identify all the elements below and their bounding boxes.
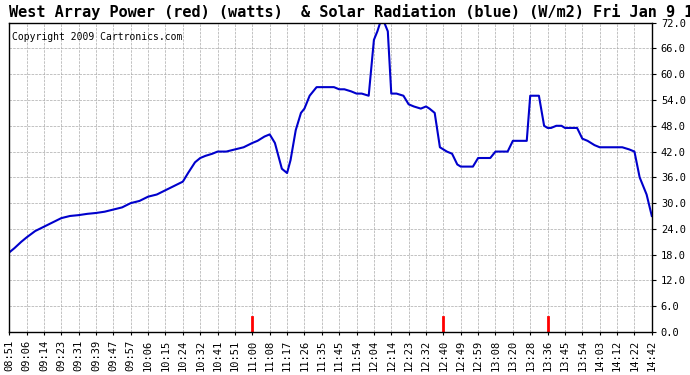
Text: West Array Power (red) (watts)  & Solar Radiation (blue) (W/m2) Fri Jan 9 14:49: West Array Power (red) (watts) & Solar R…	[9, 4, 690, 20]
Text: Copyright 2009 Cartronics.com: Copyright 2009 Cartronics.com	[12, 32, 183, 42]
